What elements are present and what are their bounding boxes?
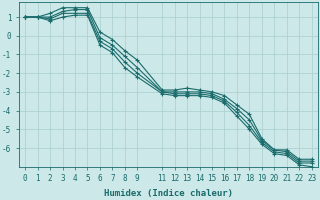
X-axis label: Humidex (Indice chaleur): Humidex (Indice chaleur) xyxy=(104,189,233,198)
